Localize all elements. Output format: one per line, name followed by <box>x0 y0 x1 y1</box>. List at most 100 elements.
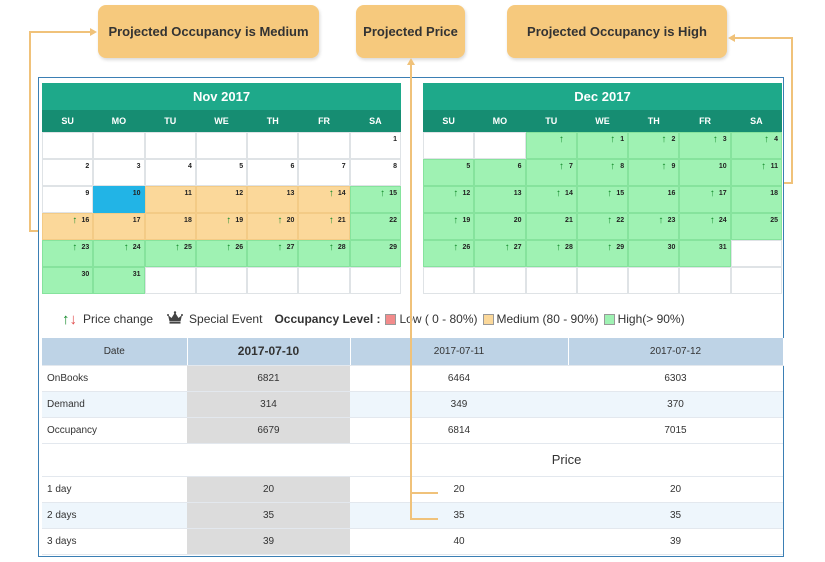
calendar-day-1[interactable]: 1 <box>349 132 401 159</box>
price-up-icon: ↑ <box>709 215 715 226</box>
date-column-header[interactable]: 2017-07-12 <box>568 338 784 366</box>
calendar-day-5[interactable]: 5 <box>423 159 475 186</box>
calendar-day-22[interactable]: 22 ↑ <box>576 213 629 240</box>
calendar-day-9[interactable]: 9 <box>42 186 94 213</box>
day-number: 9 <box>671 163 676 170</box>
calendar-day-11[interactable]: 11 ↑ <box>730 159 782 186</box>
calendar-day-18[interactable]: 18 <box>730 186 782 213</box>
day-number: 26 <box>462 244 471 251</box>
day-number: 26 <box>235 244 244 251</box>
calendar-day-4[interactable]: 4 <box>144 159 196 186</box>
calendar-day-23[interactable]: 23 ↑ <box>42 240 94 267</box>
calendar-day-4[interactable]: 4 ↑ <box>730 132 782 159</box>
calendar-title: Nov 2017 <box>42 83 401 110</box>
calendar-day-7[interactable]: 7 ↑ <box>525 159 577 186</box>
calendar-day-28[interactable]: 28 ↑ <box>298 240 350 267</box>
row-label: 2 days <box>42 502 187 529</box>
calendar-day-6[interactable]: 6 <box>247 159 299 186</box>
calendar-day-empty <box>628 267 680 294</box>
callout-occupancy-medium: Projected Occupancy is Medium <box>98 5 319 58</box>
day-number: 7 <box>568 163 573 170</box>
calendar-day-19[interactable]: 19 ↑ <box>195 213 248 240</box>
calendar-day-16[interactable]: 16 ↑ <box>42 213 94 240</box>
calendar-day-3[interactable]: 3 ↑ <box>679 132 731 159</box>
calendar-day-2[interactable]: 2 <box>42 159 94 186</box>
calendar-day-1[interactable]: 1 ↑ <box>576 132 629 159</box>
calendar-dec-2017: Dec 2017 SU MO TU WE TH FR SA ↑ 1 ↑ 2 ↑ 3 ↑ 4 ↑ 5… <box>423 83 782 294</box>
calendar-day-13[interactable]: 13 <box>247 186 299 213</box>
calendar-day-17[interactable]: 17 ↑ <box>679 186 731 213</box>
day-number: 6 <box>290 163 295 170</box>
calendar-day-9[interactable]: 9 ↑ <box>628 159 680 186</box>
calendar-day-empty <box>474 267 526 294</box>
calendar-day-14[interactable]: 14 ↑ <box>298 186 350 213</box>
legend-occupancy-level-label: Occupancy Level : <box>274 312 381 326</box>
calendar-day-10[interactable]: 10 <box>679 159 731 186</box>
day-number: 9 <box>85 190 90 197</box>
calendar-day-3[interactable]: 3 <box>93 159 145 186</box>
calendar-day-31[interactable]: 31 <box>679 240 731 267</box>
calendar-day-21[interactable]: 21 <box>525 213 577 240</box>
calendar-day-31[interactable]: 31 <box>93 267 145 294</box>
table-row: 3 days 39 40 39 <box>42 528 783 555</box>
calendar-day-8[interactable]: 8 <box>349 159 401 186</box>
calendar-day-27[interactable]: 27 ↑ <box>474 240 526 267</box>
weekday-label: TH <box>266 116 279 126</box>
calendar-day-29[interactable]: 29 ↑ <box>576 240 629 267</box>
table-cell: 20 <box>568 476 783 503</box>
calendar-day-15[interactable]: 15 ↑ <box>576 186 629 213</box>
day-number: 6 <box>517 163 522 170</box>
calendar-day-15[interactable]: 15 ↑ <box>349 186 401 213</box>
calendar-day-13[interactable]: 13 <box>474 186 526 213</box>
calendar-day-23[interactable]: 23 ↑ <box>628 213 680 240</box>
calendar-day-14[interactable]: 14 ↑ <box>525 186 577 213</box>
calendar-day-empty: ↑ <box>525 132 577 159</box>
calendar-day-6[interactable]: 6 <box>474 159 526 186</box>
day-number: 1 <box>393 136 397 143</box>
day-number: 31 <box>132 271 141 278</box>
calendar-day-2[interactable]: 2 ↑ <box>628 132 680 159</box>
date-column-header[interactable]: 2017-07-11 <box>350 338 569 366</box>
calendar-day-7[interactable]: 7 <box>298 159 350 186</box>
calendar-day-27[interactable]: 27 ↑ <box>247 240 299 267</box>
day-number: 30 <box>81 271 90 278</box>
legend-low-swatch <box>385 313 397 325</box>
calendar-day-28[interactable]: 28 ↑ <box>525 240 577 267</box>
calendar-day-21[interactable]: 21 ↑ <box>298 213 350 240</box>
calendar-day-empty <box>144 132 196 159</box>
calendar-day-8[interactable]: 8 ↑ <box>576 159 629 186</box>
calendar-day-12[interactable]: 12 <box>195 186 248 213</box>
calendar-day-24[interactable]: 24 ↑ <box>679 213 731 240</box>
calendar-day-20[interactable]: 20 ↑ <box>247 213 299 240</box>
table-cell: 6821 <box>187 365 350 392</box>
calendar-day-20[interactable]: 20 <box>474 213 526 240</box>
calendar-day-empty <box>144 267 196 294</box>
price-up-icon: ↑ <box>763 134 769 145</box>
calendar-day-29[interactable]: 29 <box>349 240 401 267</box>
day-number: 23 <box>81 244 90 251</box>
calendar-day-25[interactable]: 25 ↑ <box>144 240 196 267</box>
day-number: 18 <box>770 190 778 197</box>
calendar-day-5[interactable]: 5 <box>195 159 248 186</box>
calendar-day-11[interactable]: 11 <box>144 186 196 213</box>
calendar-day-empty <box>247 267 299 294</box>
calendar-day-30[interactable]: 30 <box>628 240 680 267</box>
date-column-header[interactable]: 2017-07-10 <box>187 338 351 366</box>
calendar-day-22[interactable]: 22 <box>349 213 401 240</box>
calendar-day-24[interactable]: 24 ↑ <box>93 240 145 267</box>
price-up-icon: ↑ <box>760 161 766 172</box>
calendar-day-17[interactable]: 17 <box>93 213 145 240</box>
calendar-day-18[interactable]: 18 <box>144 213 196 240</box>
calendar-day-12[interactable]: 12 ↑ <box>423 186 475 213</box>
day-number: 19 <box>235 217 244 224</box>
calendar-day-26[interactable]: 26 ↑ <box>195 240 248 267</box>
calendar-day-10[interactable]: 10 <box>93 186 145 213</box>
calendar-day-26[interactable]: 26 ↑ <box>423 240 475 267</box>
table-row: Occupancy 6679 6814 7015 <box>42 417 783 444</box>
calendar-day-19[interactable]: 19 ↑ <box>423 213 475 240</box>
calendar-day-30[interactable]: 30 <box>42 267 94 294</box>
calendar-day-16[interactable]: 16 <box>628 186 680 213</box>
day-number: 27 <box>286 244 295 251</box>
calendar-day-25[interactable]: 25 <box>730 213 782 240</box>
weekday-label: TH <box>647 116 660 126</box>
